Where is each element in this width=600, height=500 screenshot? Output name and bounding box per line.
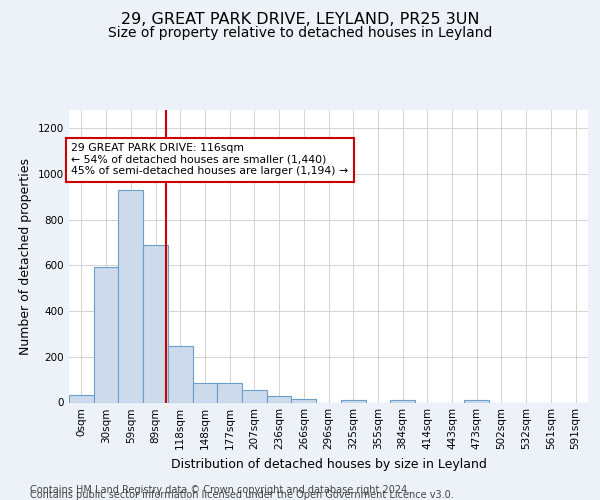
Bar [193,382,217,402]
Text: Contains HM Land Registry data © Crown copyright and database right 2024.: Contains HM Land Registry data © Crown c… [30,485,410,495]
Text: Contains public sector information licensed under the Open Government Licence v3: Contains public sector information licen… [30,490,454,500]
Bar [390,400,415,402]
Bar [94,266,118,402]
Bar [217,382,242,402]
Bar [143,245,168,402]
Bar [267,396,292,402]
Bar [118,190,143,402]
Bar [464,400,489,402]
Bar [168,346,193,403]
Text: Size of property relative to detached houses in Leyland: Size of property relative to detached ho… [108,26,492,40]
Bar [242,390,267,402]
Y-axis label: Number of detached properties: Number of detached properties [19,158,32,355]
Text: 29 GREAT PARK DRIVE: 116sqm
← 54% of detached houses are smaller (1,440)
45% of : 29 GREAT PARK DRIVE: 116sqm ← 54% of det… [71,143,348,176]
Bar [341,400,365,402]
X-axis label: Distribution of detached houses by size in Leyland: Distribution of detached houses by size … [170,458,487,471]
Bar [292,398,316,402]
Bar [69,394,94,402]
Text: 29, GREAT PARK DRIVE, LEYLAND, PR25 3UN: 29, GREAT PARK DRIVE, LEYLAND, PR25 3UN [121,12,479,28]
